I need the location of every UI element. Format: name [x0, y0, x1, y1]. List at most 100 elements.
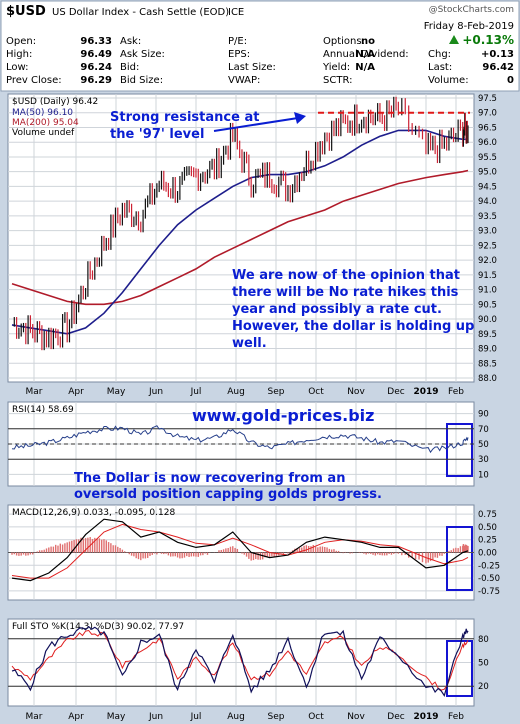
panel-4: 80 50 20 Full STO %K(14,3) %D(3) 90.02, 77.… [7, 618, 489, 722]
quote-value: 96.29 [80, 75, 112, 86]
x-tick-label: Jun [148, 387, 163, 397]
y-tick-label: -0.25 [478, 561, 500, 571]
y-tick-label: 97.0 [478, 109, 497, 119]
x-tick-label: Oct [308, 387, 324, 397]
quote-label: Ask Size: [120, 49, 165, 60]
chart-header: $USD US Dollar Index - Cash Settle (EOD)… [0, 0, 520, 92]
highlight-box [446, 640, 473, 697]
x-tick-label: Nov [347, 712, 365, 722]
quote-label: Last: [428, 62, 452, 73]
quote-label: Annual Dividend: [323, 49, 409, 60]
quote-label: VWAP: [228, 75, 260, 86]
quote-label: Volume: [428, 75, 469, 86]
source-credit: @StockCharts.com [429, 5, 514, 15]
annotation-arrow [213, 117, 299, 132]
panel-title: Full STO %K(14,3) %D(3) 90.02, 77.97 [12, 622, 184, 632]
y-tick-label: 88.0 [478, 374, 497, 384]
macd-line [11, 518, 469, 582]
y-tick-label: 96.0 [478, 138, 497, 148]
quote-label: Bid: [120, 62, 139, 73]
panel-3: 0.75 0.50 0.25 0.00 -0.25 -0.50 -0.75 MACD(12,2… [7, 504, 500, 601]
quote-label: High: [6, 49, 32, 60]
quote-label: Yield: [322, 62, 350, 73]
x-tick-label: Feb [448, 387, 464, 397]
x-tick-label: Apr [68, 712, 84, 722]
y-tick-label: 96.5 [478, 123, 497, 133]
chart-annotation: We are now of the opinion that [232, 268, 460, 283]
y-tick-label: 93.0 [478, 227, 497, 237]
highlight-box [446, 526, 473, 591]
ma50-line [11, 129, 468, 335]
quote-value: 96.49 [80, 49, 112, 60]
symbol-label: $USD [6, 4, 46, 19]
chart-annotation: However, the dollar is holding up [232, 319, 474, 334]
y-tick-label: 80 [478, 635, 489, 645]
x-tick-label: Feb [448, 712, 464, 722]
quote-label: P/E: [228, 36, 247, 47]
x-tick-label: Mar [26, 387, 43, 397]
y-tick-label: 91.0 [478, 286, 497, 296]
exchange-label: ICE [228, 7, 244, 18]
quote-label: Last Size: [228, 62, 276, 73]
y-tick-label: 10 [478, 470, 489, 480]
y-tick-label: 20 [478, 682, 489, 692]
y-tick-label: 97.5 [478, 94, 497, 104]
y-tick-label: 50 [478, 440, 489, 450]
quote-value: N/A [355, 49, 375, 60]
y-tick-label: 94.0 [478, 197, 497, 207]
panel-title: RSI(14) 58.69 [12, 405, 74, 415]
quote-label: Chg: [428, 49, 451, 60]
x-tick-label: Aug [227, 387, 245, 397]
chart-annotation: The Dollar is now recovering from an [74, 471, 345, 486]
quote-value: no [361, 36, 375, 47]
x-tick-label: May [107, 712, 126, 722]
quote-label: Ask: [120, 36, 141, 47]
y-tick-label: 92.0 [478, 256, 497, 266]
watermark-text: www.gold-prices.biz [192, 406, 374, 425]
x-tick-label: 2019 [413, 387, 438, 397]
x-tick-label: 2019 [413, 712, 438, 722]
legend-volume: Volume undef [12, 128, 75, 138]
y-tick-label: 0.75 [478, 510, 497, 520]
sto-k-line [11, 625, 469, 698]
y-tick-label: 91.5 [478, 271, 497, 281]
quote-value: 96.42 [482, 62, 514, 73]
x-tick-label: Nov [347, 387, 365, 397]
up-arrow-icon [449, 35, 459, 44]
y-tick-label: 89.5 [478, 330, 497, 340]
y-tick-label: 0.50 [478, 523, 497, 533]
quote-label: Bid Size: [120, 75, 163, 86]
arrow-head-icon [294, 112, 306, 124]
panel-2: 90 70 50 30 10 RSI(14) 58.69 www.gold-prices.b… [7, 401, 489, 502]
quote-value: N/A [355, 62, 375, 73]
panel-1: 97.5 97.0 96.5 96.0 95.5 95.0 94.5 94.0 93.5 93.0… [7, 93, 497, 397]
quote-label: EPS: [228, 49, 250, 60]
x-tick-label: Jul [190, 712, 202, 722]
quote-label: Options: [323, 36, 365, 47]
x-tick-label: Dec [387, 387, 404, 397]
sto-d-line [11, 629, 469, 691]
quote-date: Friday 8-Feb-2019 [424, 21, 514, 32]
y-tick-label: 90.0 [478, 315, 497, 325]
x-tick-label: Mar [26, 712, 43, 722]
y-tick-label: 92.5 [478, 241, 497, 251]
legend-ma200: MA(200) 95.04 [12, 118, 79, 128]
chart-annotation: the '97' level [110, 127, 204, 142]
y-tick-label: 93.5 [478, 212, 497, 222]
y-tick-label: 0.25 [478, 536, 497, 546]
y-tick-label: 0.00 [478, 549, 497, 559]
y-tick-label: 30 [478, 455, 489, 465]
x-tick-label: Apr [68, 387, 84, 397]
y-tick-label: -0.50 [478, 574, 500, 584]
x-tick-label: May [107, 387, 126, 397]
y-tick-label: 95.0 [478, 168, 497, 178]
change-percent: +0.13% [462, 33, 514, 47]
panel-title: MACD(12,26,9) 0.033, -0.095, 0.128 [12, 508, 175, 518]
chart-annotation: well. [232, 336, 267, 351]
x-tick-label: Jul [190, 387, 202, 397]
x-tick-label: Sep [268, 712, 285, 722]
y-tick-label: 90 [478, 410, 489, 420]
x-tick-label: Oct [308, 712, 324, 722]
quote-label: Low: [6, 62, 29, 73]
